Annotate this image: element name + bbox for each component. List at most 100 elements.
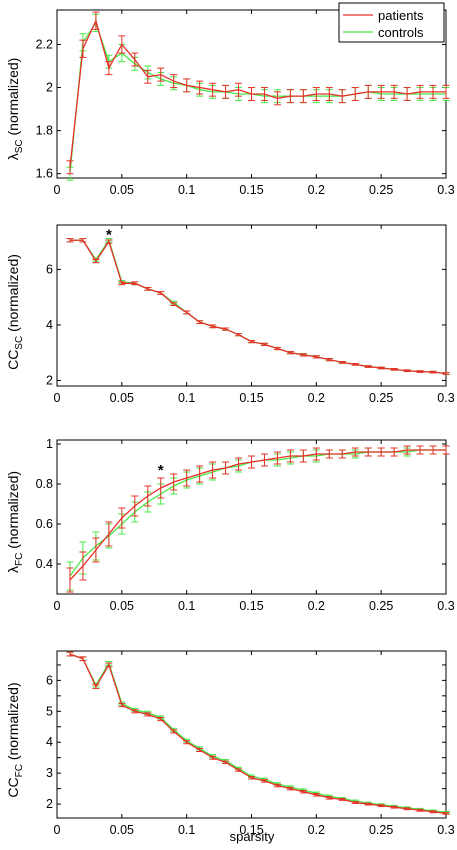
error-bar-patients bbox=[222, 461, 230, 475]
x-tick-label: 0.15 bbox=[239, 183, 263, 197]
error-bar-patients bbox=[338, 89, 346, 104]
error-bar-patients bbox=[144, 286, 152, 291]
legend-box bbox=[338, 2, 445, 43]
x-tick-label: 0 bbox=[54, 183, 61, 197]
significance-star: * bbox=[158, 462, 164, 479]
error-bar-patients bbox=[248, 776, 255, 780]
error-bar-patients bbox=[131, 709, 139, 714]
error-bar-patients bbox=[157, 716, 165, 722]
x-tick-label: 0.1 bbox=[178, 599, 195, 613]
error-bar-patients bbox=[66, 567, 74, 593]
error-bar-patients bbox=[209, 324, 217, 329]
error-bar-patients bbox=[377, 447, 385, 457]
error-bar-patients bbox=[235, 457, 243, 471]
y-tick-label: 5 bbox=[46, 704, 53, 718]
error-bar-patients bbox=[170, 74, 178, 89]
y-tick-label: 6 bbox=[46, 262, 53, 276]
y-tick-label: 2 bbox=[46, 81, 53, 95]
error-bar-patients bbox=[312, 447, 320, 461]
error-bar-patients bbox=[66, 238, 74, 243]
error-bar-patients bbox=[403, 445, 411, 455]
error-bar-patients bbox=[105, 239, 113, 244]
error-bar-patients bbox=[118, 281, 126, 286]
x-tick-label: 0 bbox=[54, 823, 61, 837]
error-bar-patients bbox=[183, 469, 191, 487]
x-tick-label: 0.25 bbox=[369, 599, 393, 613]
x-tick-label: 0.2 bbox=[308, 599, 325, 613]
x-tick-label: 0.05 bbox=[110, 391, 134, 405]
error-bar-patients bbox=[299, 89, 307, 104]
error-bar-patients bbox=[196, 320, 204, 325]
error-bar-patients bbox=[235, 333, 243, 337]
error-bar-patients bbox=[442, 445, 450, 455]
error-bar-patients bbox=[390, 805, 398, 809]
y-tick-label: 1.6 bbox=[36, 167, 53, 181]
error-bar-patients bbox=[248, 339, 255, 344]
error-bar-patients bbox=[273, 783, 281, 788]
error-bar-patients bbox=[299, 789, 307, 794]
error-bar-patients bbox=[286, 449, 294, 463]
error-bar-patients bbox=[144, 712, 152, 717]
error-bar-patients bbox=[66, 160, 74, 175]
x-axis-label: sparsity bbox=[230, 829, 275, 844]
x-tick-label: 0 bbox=[54, 391, 61, 405]
error-bar-patients bbox=[312, 87, 320, 101]
error-bar-patients bbox=[248, 87, 255, 101]
y-axis-label: CCFC (normalized) bbox=[5, 682, 25, 797]
error-bar-patients bbox=[235, 82, 243, 97]
error-bar-patients bbox=[299, 449, 307, 463]
error-bar-patients bbox=[92, 258, 100, 264]
error-bar-patients bbox=[273, 346, 281, 351]
error-bar-patients bbox=[416, 808, 424, 812]
x-tick-label: 0.1 bbox=[178, 823, 195, 837]
error-bar-patients bbox=[222, 84, 230, 99]
error-bar-patients bbox=[325, 796, 333, 800]
x-tick-label: 0.3 bbox=[437, 391, 454, 405]
error-bar-patients bbox=[222, 760, 230, 765]
x-tick-label: 0.1 bbox=[178, 183, 195, 197]
error-bar-patients bbox=[105, 521, 113, 547]
error-bar-patients bbox=[286, 786, 294, 791]
error-bar-patients bbox=[183, 310, 191, 315]
x-tick-label: 0.2 bbox=[308, 183, 325, 197]
error-bar-patients bbox=[183, 78, 191, 93]
error-bar-patients bbox=[248, 455, 255, 469]
x-tick-label: 0.3 bbox=[437, 599, 454, 613]
error-bar-patients bbox=[92, 537, 100, 563]
error-bar-patients bbox=[79, 39, 87, 58]
x-tick-label: 0.05 bbox=[110, 823, 134, 837]
error-bar-patients bbox=[260, 453, 268, 467]
x-tick-label: 0.05 bbox=[110, 599, 134, 613]
y-tick-label: 0.8 bbox=[36, 477, 53, 491]
x-tick-label: 0.15 bbox=[239, 823, 263, 837]
error-bar-patients bbox=[286, 351, 294, 355]
y-axis-label: CCSC (normalized) bbox=[5, 254, 25, 370]
error-bar-patients bbox=[170, 302, 178, 306]
error-bar-patients bbox=[429, 370, 437, 374]
y-axis-label: λFC (normalized) bbox=[5, 471, 25, 573]
y-tick-label: 1 bbox=[46, 437, 53, 451]
error-bar-patients bbox=[364, 365, 372, 368]
x-tick-label: 0.3 bbox=[437, 183, 454, 197]
error-bar-patients bbox=[364, 802, 372, 806]
error-bar-patients bbox=[157, 477, 165, 499]
x-tick-label: 0 bbox=[54, 599, 61, 613]
y-tick-label: 2.2 bbox=[36, 37, 53, 51]
error-bar-patients bbox=[79, 656, 87, 662]
error-bar-patients bbox=[170, 473, 178, 491]
error-bar-patients bbox=[325, 449, 333, 459]
error-bar-patients bbox=[79, 238, 87, 243]
error-bar-patients bbox=[442, 372, 450, 375]
y-tick-label: 2 bbox=[46, 797, 53, 811]
error-bar-patients bbox=[118, 507, 126, 529]
error-bar-patients bbox=[416, 445, 424, 455]
error-bar-patients bbox=[286, 89, 294, 104]
error-bar-patients bbox=[196, 747, 204, 753]
error-bar-patients bbox=[260, 342, 268, 346]
error-bar-patients bbox=[377, 84, 385, 99]
error-bar-patients bbox=[170, 729, 178, 734]
error-bar-patients bbox=[403, 807, 411, 811]
x-tick-label: 0.1 bbox=[178, 391, 195, 405]
error-bar-patients bbox=[351, 363, 359, 366]
